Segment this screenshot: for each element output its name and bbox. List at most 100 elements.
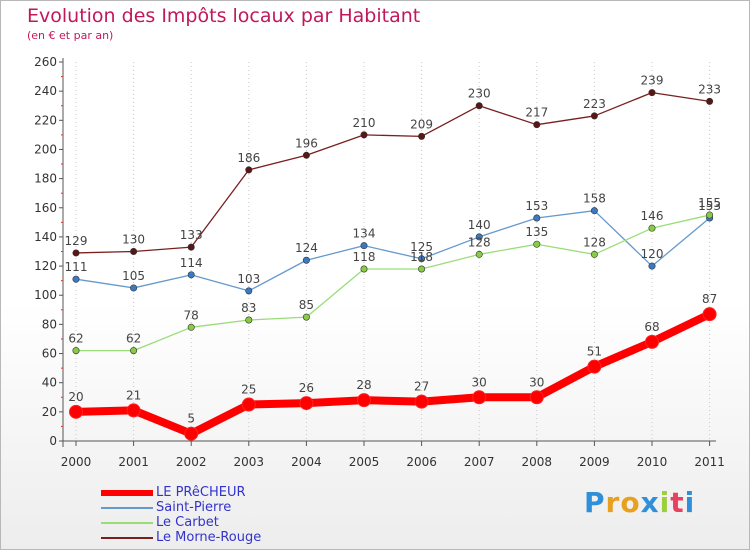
point-0-2000 — [72, 249, 80, 257]
x-tick-label-2011: 2011 — [694, 455, 725, 469]
y-tick-label-240: 240 — [34, 84, 57, 98]
point-2-2011 — [706, 211, 714, 219]
point-3-2002 — [184, 426, 199, 441]
data-label-3-2010: 68 — [644, 320, 659, 334]
data-label-1-2000: 111 — [65, 260, 88, 274]
data-label-1-2011: 153 — [698, 199, 721, 213]
point-1-2000 — [72, 275, 80, 283]
point-2-2009 — [590, 250, 598, 258]
legend-label: Le Morne-Rouge — [156, 530, 262, 545]
x-tick-label-2006: 2006 — [406, 455, 437, 469]
data-label-2-2006: 118 — [410, 250, 433, 264]
data-label-3-2006: 27 — [414, 380, 429, 394]
legend-label: Le Carbet — [156, 515, 219, 530]
data-label-0-2011: 233 — [698, 82, 721, 96]
data-label-0-2004: 196 — [295, 136, 318, 150]
point-0-2001 — [130, 248, 138, 256]
point-1-2009 — [590, 207, 598, 215]
data-label-1-2005: 134 — [353, 227, 376, 241]
data-label-3-2000: 20 — [68, 390, 83, 404]
x-tick-label-2010: 2010 — [637, 455, 668, 469]
point-1-2005 — [360, 242, 368, 250]
x-tick-label-2008: 2008 — [522, 455, 553, 469]
legend-swatch — [101, 490, 153, 496]
data-label-0-2010: 239 — [641, 74, 664, 88]
data-label-2-2004: 85 — [299, 298, 314, 312]
point-3-2006 — [414, 394, 429, 409]
logo-letter: P — [584, 486, 606, 519]
y-tick-label-100: 100 — [34, 288, 57, 302]
point-2-2005 — [360, 265, 368, 273]
point-0-2005 — [360, 131, 368, 139]
point-1-2010 — [648, 262, 656, 270]
data-label-1-2006: 125 — [410, 240, 433, 254]
point-2-2000 — [72, 347, 80, 355]
y-tick-label-0: 0 — [49, 434, 57, 448]
point-1-2002 — [187, 271, 195, 279]
data-label-0-2005: 210 — [353, 116, 376, 130]
data-label-3-2004: 26 — [299, 381, 314, 395]
data-label-3-2011: 87 — [702, 292, 717, 306]
point-0-2007 — [475, 102, 483, 110]
point-2-2003 — [245, 316, 253, 324]
legend-swatch — [101, 537, 153, 539]
point-3-2009 — [587, 359, 602, 374]
data-label-1-2004: 124 — [295, 241, 318, 255]
data-label-1-2002: 114 — [180, 256, 203, 270]
x-tick-label-2002: 2002 — [176, 455, 207, 469]
series-line-0 — [75, 91, 710, 254]
point-0-2009 — [590, 112, 598, 120]
y-tick-label-20: 20 — [42, 405, 57, 419]
series-line-2 — [76, 214, 710, 352]
data-label-2-2011: 155 — [698, 196, 721, 210]
data-label-1-2003: 103 — [237, 272, 260, 286]
proxiti-logo: Proxiti — [584, 486, 695, 519]
data-label-0-2003: 186 — [237, 151, 260, 165]
data-label-0-2009: 223 — [583, 97, 606, 111]
y-tick-label-260: 260 — [34, 55, 57, 69]
point-1-2006 — [418, 255, 426, 263]
point-0-2010 — [648, 89, 656, 97]
point-2-2010 — [648, 224, 656, 232]
y-tick-label-40: 40 — [42, 376, 57, 390]
data-label-3-2007: 30 — [472, 375, 487, 389]
point-2-2006 — [418, 265, 426, 273]
data-label-2-2005: 118 — [353, 250, 376, 264]
data-label-0-2008: 217 — [525, 106, 548, 120]
data-label-2-2001: 62 — [126, 332, 141, 346]
data-label-3-2002: 5 — [187, 412, 195, 426]
point-3-2007 — [472, 390, 487, 405]
point-2-2007 — [475, 250, 483, 258]
data-label-3-2003: 25 — [241, 383, 256, 397]
logo-letter: i — [659, 486, 671, 519]
series-line-1 — [75, 210, 711, 292]
point-3-2000 — [69, 404, 83, 419]
point-0-2011 — [706, 97, 714, 105]
data-label-1-2008: 153 — [525, 199, 548, 213]
point-3-2005 — [357, 393, 371, 408]
point-3-2011 — [702, 307, 717, 322]
logo-letter: i — [684, 486, 696, 519]
y-tick-label-140: 140 — [34, 230, 57, 244]
y-tick-label-180: 180 — [34, 172, 57, 186]
y-tick-label-80: 80 — [42, 317, 57, 331]
data-label-0-2002: 133 — [180, 228, 203, 242]
point-3-2004 — [299, 396, 314, 411]
point-1-2008 — [533, 214, 541, 222]
data-label-1-2010: 120 — [641, 247, 664, 261]
y-tick-label-160: 160 — [34, 201, 57, 215]
legend-label: Saint-Pierre — [156, 500, 232, 515]
point-2-2002 — [187, 323, 195, 331]
x-tick-label-2001: 2001 — [118, 455, 149, 469]
point-0-2004 — [302, 151, 310, 159]
logo-letter: o — [620, 486, 641, 519]
point-3-2008 — [529, 390, 544, 405]
data-label-0-2000: 129 — [65, 234, 88, 248]
point-1-2007 — [475, 233, 483, 241]
series-line-3 — [75, 310, 712, 438]
data-label-0-2006: 209 — [410, 117, 433, 131]
point-2-2001 — [130, 347, 138, 355]
data-label-1-2009: 158 — [583, 192, 606, 206]
data-label-2-2002: 78 — [184, 308, 199, 322]
data-label-2-2010: 146 — [641, 209, 664, 223]
